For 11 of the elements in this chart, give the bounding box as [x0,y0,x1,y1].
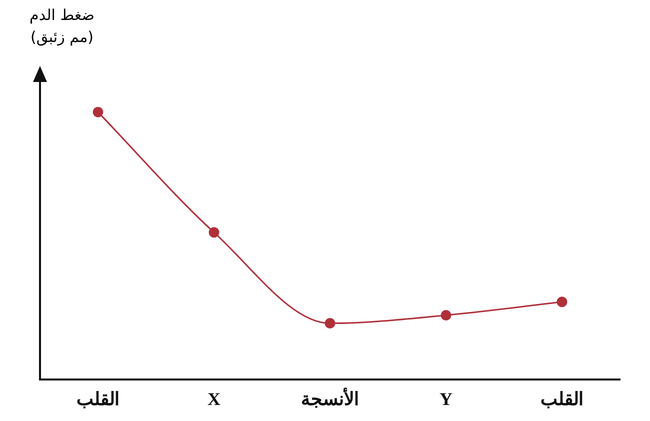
point [556,296,568,308]
x-tick-label: القلب [76,388,120,409]
x-tick-label: X [208,388,220,409]
y-axis-title: ضغط الدم (مم زئبق) [28,5,96,48]
point [92,106,104,118]
point [324,318,336,329]
x-tick-label: Y [440,388,452,409]
x-tick-label: القلب [540,388,584,409]
x-tick-label: الأنسجة [301,386,359,409]
point [440,310,452,320]
point [208,227,220,238]
